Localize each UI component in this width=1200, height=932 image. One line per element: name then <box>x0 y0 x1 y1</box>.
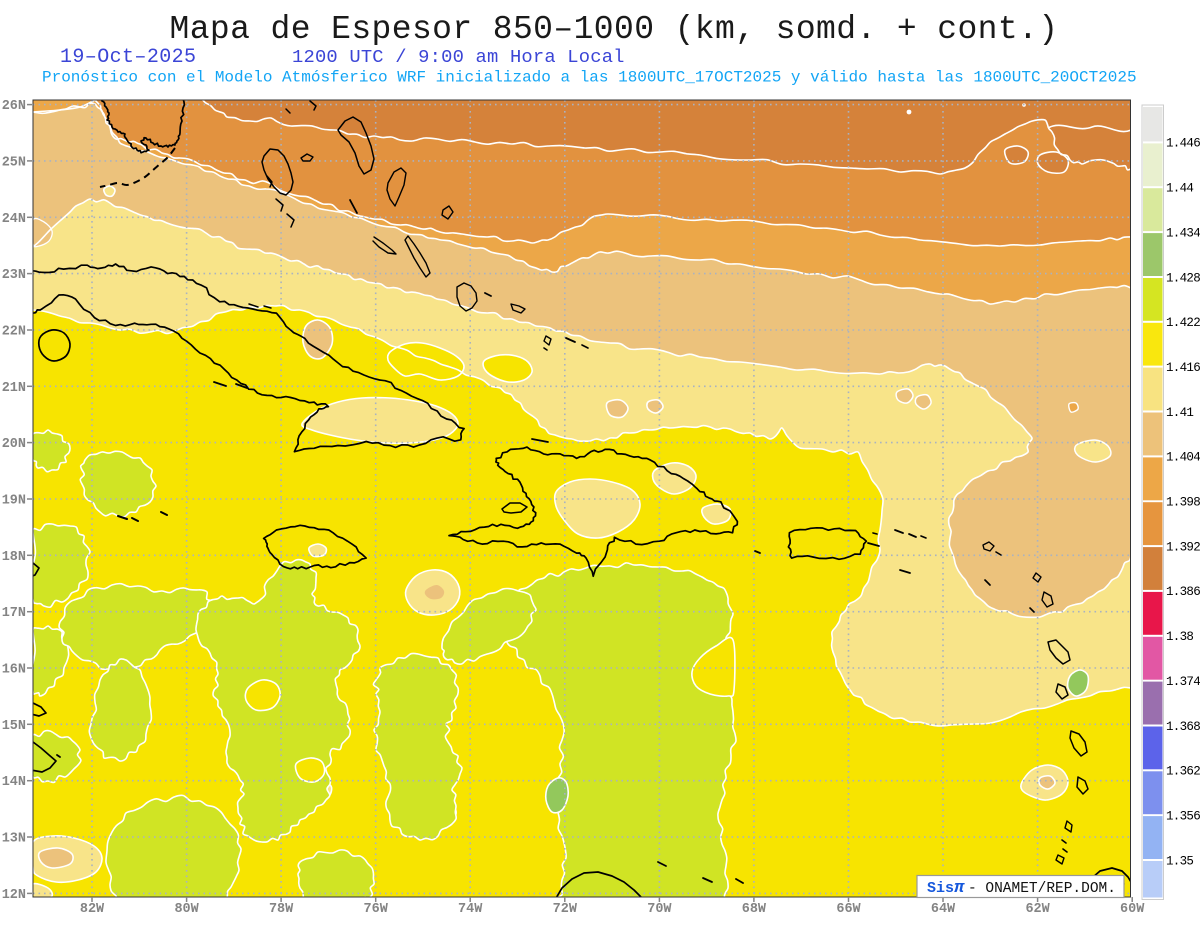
svg-text:80W: 80W <box>174 902 199 917</box>
svg-text:14N: 14N <box>2 775 26 790</box>
svg-text:23N: 23N <box>2 268 26 283</box>
svg-text:19N: 19N <box>2 494 26 509</box>
svg-text:1.35: 1.35 <box>1166 854 1193 868</box>
svg-text:21N: 21N <box>2 381 26 396</box>
svg-text:20N: 20N <box>2 437 26 452</box>
svg-text:22N: 22N <box>2 325 26 340</box>
svg-text:1.446: 1.446 <box>1166 137 1200 151</box>
svg-text:66W: 66W <box>836 902 861 917</box>
svg-text:1.416: 1.416 <box>1166 361 1200 375</box>
svg-text:17N: 17N <box>2 606 26 621</box>
svg-text:74W: 74W <box>458 902 483 917</box>
svg-text:72W: 72W <box>553 902 578 917</box>
svg-text:16N: 16N <box>2 663 26 678</box>
svg-text:12N: 12N <box>2 888 26 903</box>
svg-text:- ONAMET/REP.DOM.: - ONAMET/REP.DOM. <box>968 881 1116 897</box>
svg-text:15N: 15N <box>2 719 26 734</box>
svg-text:24N: 24N <box>2 212 26 227</box>
svg-text:18N: 18N <box>2 550 26 565</box>
svg-text:1.38: 1.38 <box>1166 630 1193 644</box>
svg-text:64W: 64W <box>931 902 956 917</box>
svg-text:1.368: 1.368 <box>1166 720 1200 734</box>
svg-text:1.434: 1.434 <box>1166 226 1200 240</box>
svg-text:60W: 60W <box>1120 902 1145 917</box>
svg-text:13N: 13N <box>2 832 26 847</box>
svg-text:78W: 78W <box>269 902 294 917</box>
svg-text:19–Oct–2025: 19–Oct–2025 <box>60 46 196 69</box>
svg-text:1.44: 1.44 <box>1166 182 1193 196</box>
svg-text:Sisπ: Sisπ <box>927 879 965 898</box>
svg-text:1.356: 1.356 <box>1166 809 1200 823</box>
svg-text:68W: 68W <box>742 902 767 917</box>
svg-text:82W: 82W <box>80 902 105 917</box>
svg-text:1.404: 1.404 <box>1166 451 1200 465</box>
svg-text:1.386: 1.386 <box>1166 585 1200 599</box>
svg-text:Pronóstico con el Modelo Atmós: Pronóstico con el Modelo Atmósferico WRF… <box>42 69 1137 87</box>
svg-text:Mapa de Espesor 850–1000 (km,: Mapa de Espesor 850–1000 (km, somd. + co… <box>170 11 1059 48</box>
svg-text:1.374: 1.374 <box>1166 675 1200 689</box>
svg-text:62W: 62W <box>1025 902 1050 917</box>
svg-text:1.41: 1.41 <box>1166 406 1193 420</box>
svg-text:1.392: 1.392 <box>1166 540 1200 554</box>
svg-text:25N: 25N <box>2 155 26 170</box>
svg-text:1.362: 1.362 <box>1166 765 1200 779</box>
svg-text:26N: 26N <box>2 99 26 114</box>
svg-text:1.422: 1.422 <box>1166 316 1200 330</box>
svg-text:76W: 76W <box>364 902 389 917</box>
svg-text:1.398: 1.398 <box>1166 496 1200 510</box>
svg-text:1.428: 1.428 <box>1166 271 1200 285</box>
svg-text:1200 UTC / 9:00 am Hora Local: 1200 UTC / 9:00 am Hora Local <box>292 46 625 68</box>
svg-text:70W: 70W <box>647 902 672 917</box>
